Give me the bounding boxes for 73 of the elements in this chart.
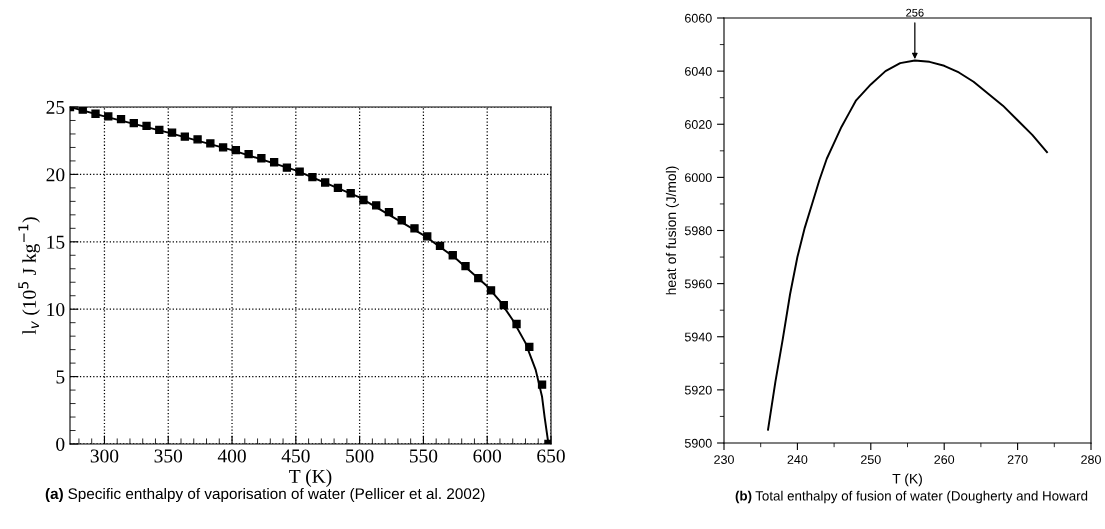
- x-tick-label: 450: [281, 449, 310, 463]
- point: [142, 121, 151, 131]
- x-tick-label: 280: [1081, 455, 1101, 464]
- point: [295, 167, 304, 176]
- y-tick-label: 5980: [684, 226, 712, 236]
- x-tick-label: 550: [409, 449, 438, 463]
- text: (a) Specific enthalpy of vaporisation of water (Pellicer et al. 2002): [45, 487, 485, 503]
- point: [129, 119, 138, 128]
- point: [397, 216, 406, 225]
- point: [155, 125, 164, 135]
- point: [461, 261, 470, 271]
- point: [180, 132, 189, 141]
- point: [91, 109, 100, 118]
- point: [359, 195, 368, 205]
- x-tick-label: 230: [714, 455, 734, 464]
- point: [410, 224, 419, 233]
- point: [206, 139, 215, 148]
- point: [244, 150, 253, 159]
- point: [512, 319, 521, 329]
- x-tick-label: 240: [787, 455, 808, 464]
- point: [537, 380, 547, 389]
- point: [499, 300, 508, 310]
- point: [78, 107, 87, 114]
- point: [525, 342, 534, 352]
- x-tick-label: 270: [1007, 455, 1028, 464]
- x-axis-title: T (K): [289, 469, 332, 487]
- y-tick-label: 5960: [684, 279, 712, 289]
- x-tick-label: 300: [90, 449, 119, 463]
- point: [486, 286, 496, 295]
- y-axis-title: heat of fusion (J/mol): [665, 166, 679, 295]
- point: [104, 112, 113, 121]
- y-tick-label: 5940: [684, 332, 712, 342]
- x-tick-label: 500: [346, 449, 374, 463]
- point: [269, 158, 279, 167]
- x-tick-label: 350: [154, 449, 183, 463]
- point: [167, 128, 177, 137]
- point: [308, 172, 317, 182]
- y-axis-title: l$_{v}$ (10$^{5}$ J kg$^{−1}$): [18, 217, 40, 335]
- y-tick-label: 6020: [685, 120, 712, 129]
- x-axis-title: T (K): [892, 473, 922, 487]
- text: (b) Total enthalpy of fusion of water (Dougherty and Howard: [735, 490, 1088, 504]
- y-tick-label: 25: [46, 100, 65, 114]
- point: [231, 145, 241, 155]
- point: [346, 189, 355, 198]
- y-tick-label: 20: [46, 168, 65, 182]
- x-tick-label: 650: [537, 449, 565, 463]
- point: [435, 241, 445, 251]
- point: [321, 178, 330, 187]
- annotation: 256: [906, 8, 924, 17]
- x-tick-label: 600: [473, 449, 502, 463]
- y-tick-label: 6000: [685, 173, 712, 183]
- y-tick-label: 6060: [685, 13, 712, 23]
- point: [372, 201, 381, 210]
- point: [257, 154, 266, 163]
- point: [116, 114, 126, 124]
- point: [218, 143, 228, 152]
- point: [333, 183, 343, 193]
- point: [448, 251, 457, 260]
- y-tick-label: 0: [56, 437, 65, 451]
- point: [474, 274, 483, 283]
- point: [282, 163, 292, 172]
- y-tick-label: 15: [47, 235, 65, 249]
- y-tick-label: 5900: [684, 438, 712, 448]
- y-tick-label: 5920: [684, 385, 712, 395]
- point: [384, 207, 394, 217]
- point: [193, 135, 202, 144]
- point: [423, 232, 432, 241]
- y-tick-label: 5: [56, 370, 65, 384]
- x-tick-label: 260: [934, 455, 955, 464]
- x-tick-label: 400: [217, 449, 246, 463]
- x-tick-label: 250: [861, 455, 881, 464]
- y-tick-label: 10: [47, 303, 65, 317]
- y-tick-label: 6040: [685, 66, 712, 76]
